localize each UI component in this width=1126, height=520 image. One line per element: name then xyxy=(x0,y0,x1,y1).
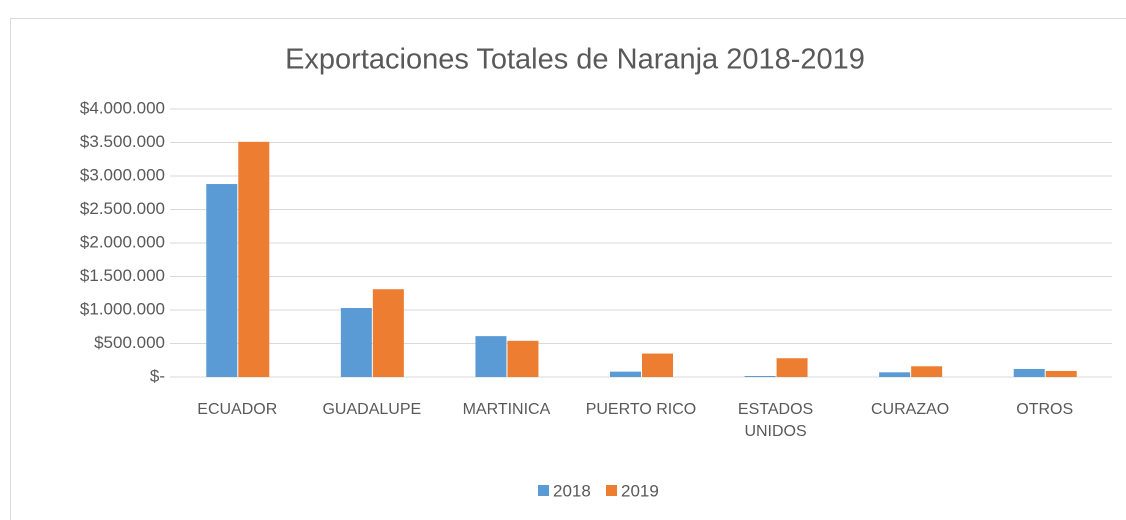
x-tick-label: OTROS xyxy=(1016,401,1074,418)
y-tick-label: $3.000.000 xyxy=(80,165,165,184)
bar xyxy=(642,353,673,377)
x-tick-label: CURAZAO xyxy=(871,401,950,418)
legend-label: 2019 xyxy=(621,481,659,500)
y-tick-label: $2.500.000 xyxy=(80,199,165,218)
bar xyxy=(340,307,372,377)
bar xyxy=(372,289,404,377)
chart-title: Exportaciones Totales de Naranja 2018-20… xyxy=(285,44,865,76)
legend-swatch xyxy=(606,485,617,496)
y-tick-label: $1.000.000 xyxy=(80,299,165,318)
chart-border xyxy=(10,18,1126,520)
bar xyxy=(610,371,641,377)
bar xyxy=(206,184,238,377)
legend-label: 2018 xyxy=(553,481,591,500)
x-tick-label: PUERTO RICO xyxy=(585,401,697,418)
bar xyxy=(879,372,911,377)
bar xyxy=(744,375,776,377)
x-tick-label: ECUADOR xyxy=(197,401,278,418)
y-tick-label: $1.500.000 xyxy=(80,266,165,285)
bar xyxy=(475,336,507,377)
bar xyxy=(1045,370,1077,377)
y-tick-label: $2.000.000 xyxy=(80,232,165,251)
bar xyxy=(911,366,943,377)
x-tick-label: MARTINICA xyxy=(462,401,551,418)
y-tick-label: $- xyxy=(150,366,165,385)
legend-swatch xyxy=(538,485,549,496)
x-tick-label: GUADALUPE xyxy=(322,401,422,418)
x-tick-label: ESTADOS UNIDOS xyxy=(737,401,814,440)
bar xyxy=(507,340,539,377)
bar xyxy=(1013,368,1045,377)
bar xyxy=(776,358,808,377)
bar xyxy=(238,141,270,377)
y-tick-label: $4.000.000 xyxy=(80,98,165,117)
y-tick-label: $3.500.000 xyxy=(80,132,165,151)
y-tick-label: $500.000 xyxy=(94,333,165,352)
